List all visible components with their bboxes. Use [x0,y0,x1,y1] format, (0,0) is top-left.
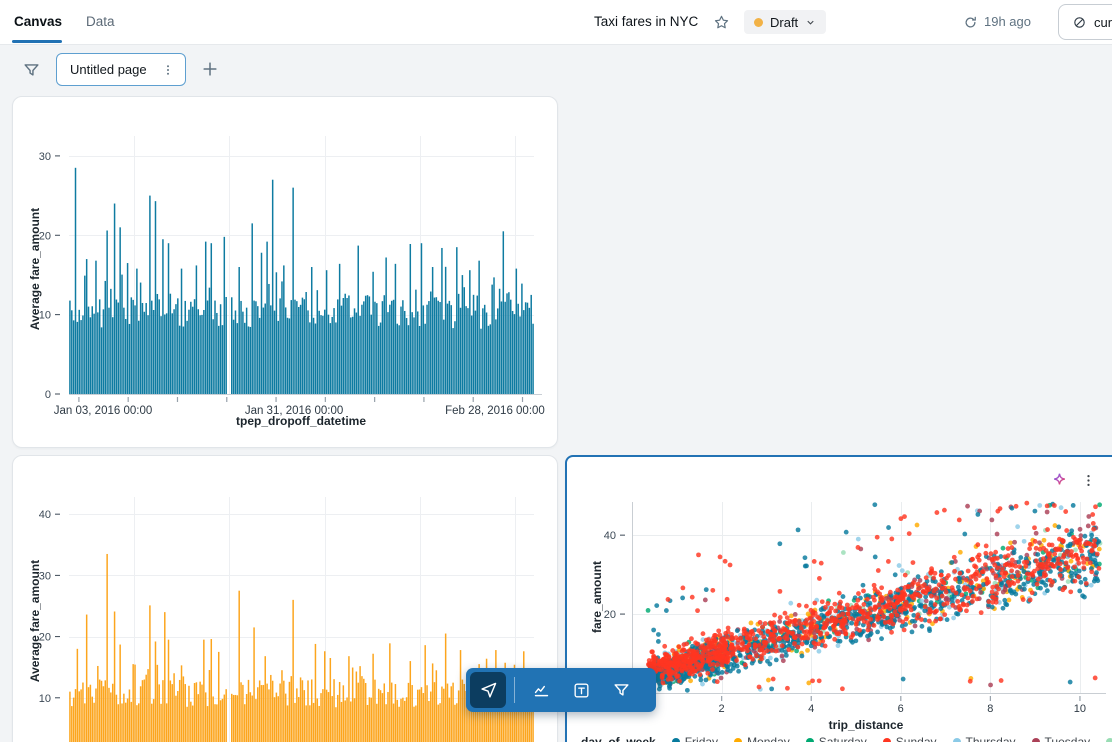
add-chart-tool-button[interactable] [524,673,558,707]
x-axis-title: tpep_dropoff_datetime [235,414,367,428]
legend-item[interactable]: Sunday [882,735,937,742]
legend-label: Saturday [818,735,867,742]
add-filter-tool-button[interactable] [604,673,638,707]
legend-label: Sunday [895,735,937,742]
page-filter-icon[interactable] [20,59,42,81]
y-axis-title: fare_amount [590,560,604,634]
assistant-sparkle-icon[interactable] [1049,470,1069,490]
page-name: Untitled page [70,62,147,77]
slashed-circle-icon [1074,16,1085,28]
tab-canvas-underline [12,40,62,43]
chevron-down-icon [807,20,814,25]
legend-item[interactable]: Friday [671,735,719,742]
widget-scatter-chart[interactable]: fare_amount trip_distance day_of_week Fri… [565,455,1112,742]
scatter-legend: day_of_week Friday Monday Saturday Sunday Thu… [581,735,1112,742]
add-text-tool-button[interactable] [564,673,598,707]
page-toolbar: Untitled page [0,44,1112,96]
publish-label: cur [1094,14,1112,30]
x-axis-title: trip_distance [828,718,904,732]
last-refresh-time: 19h ago [984,14,1031,29]
status-label: Draft [770,14,799,30]
legend-label: Friday [684,735,719,742]
legend-item[interactable]: Saturday [805,735,867,742]
legend-label: Monday [747,735,790,742]
legend-dot-icon [882,738,891,742]
legend-title: day_of_week [581,735,656,742]
favorite-star-icon[interactable] [712,13,731,32]
y-axis-title: Average fare_amount [28,207,42,331]
legend-dot-icon [671,738,680,742]
legend-dot-icon [805,738,814,742]
app-header: Canvas Data Taxi fares in NYC Draft 19h … [0,0,1112,45]
legend-dot-icon [1031,738,1040,742]
widget-bar-chart-dropoff[interactable]: Average fare_amount tpep_dropoff_datetim… [12,96,559,449]
legend-label: Tuesday [1044,735,1091,742]
tab-data[interactable]: Data [86,14,115,29]
legend-dot-icon [734,738,743,742]
legend-item[interactable]: Wednesday [1106,735,1112,742]
legend-label: Thursday [965,735,1016,742]
bar-chart-canvas [13,97,559,449]
y-axis-title: Average fare_amount [28,559,42,683]
publish-button[interactable]: cur [1058,4,1112,40]
scatter-chart-canvas [567,457,1112,742]
page-tab-button[interactable]: Untitled page [56,53,186,86]
add-page-button[interactable] [199,58,221,80]
page-kebab-icon[interactable] [161,63,175,77]
legend-item[interactable]: Monday [734,735,790,742]
legend-dot-icon [952,738,961,742]
legend-item[interactable]: Tuesday [1031,735,1091,742]
document-title: Taxi fares in NYC [594,14,699,29]
select-tool-button[interactable] [470,672,506,708]
canvas-tool-palette [466,668,656,712]
tab-canvas[interactable]: Canvas [14,14,63,29]
legend-dot-icon [1106,738,1112,742]
widget-kebab-icon[interactable] [1079,471,1097,489]
toolbar-divider [514,677,515,703]
status-badge[interactable]: Draft [744,10,827,34]
legend-item[interactable]: Thursday [952,735,1016,742]
refresh-icon[interactable] [962,14,979,31]
draft-dot-icon [754,17,763,27]
